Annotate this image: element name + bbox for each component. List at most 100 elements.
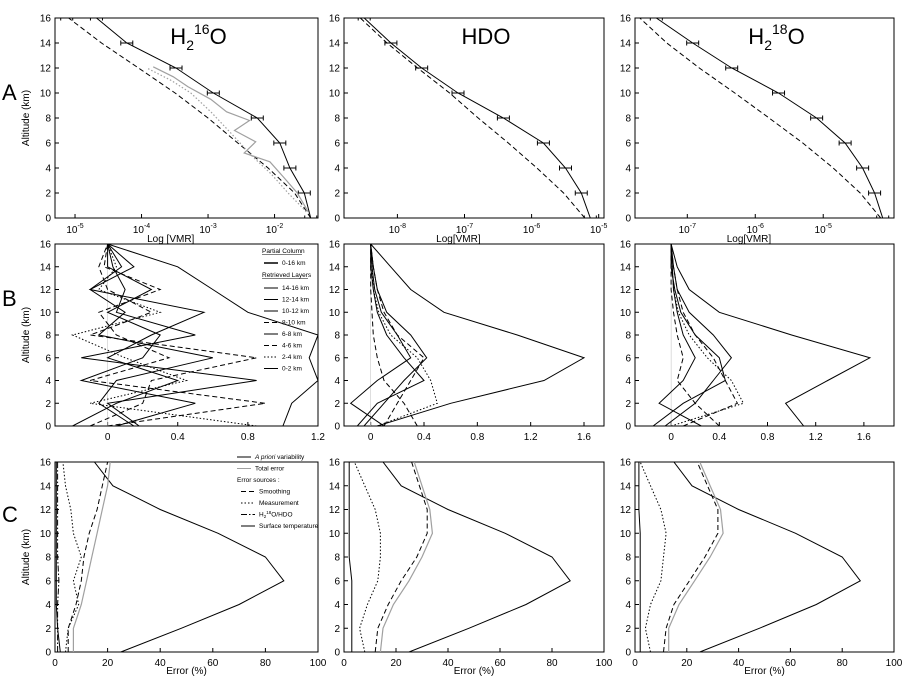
y-tick-label: 16 <box>620 458 632 469</box>
y-tick-label: 14 <box>329 481 341 492</box>
y-tick-label: 10 <box>329 89 341 100</box>
x-tick-label: 80 <box>260 658 272 669</box>
x-tick-label: 0 <box>668 432 674 443</box>
x-tick-label: 10-7 <box>679 223 696 236</box>
x-tick-label: 1.2 <box>311 432 325 443</box>
y-tick-label: 8 <box>625 114 631 125</box>
y-tick-label: 8 <box>45 331 51 342</box>
y-tick-label: 2 <box>334 624 340 635</box>
y-tick-label: 0 <box>334 214 340 225</box>
y-tick-label: 0 <box>45 648 51 659</box>
series-group <box>70 244 318 426</box>
series-line-4 <box>146 67 307 213</box>
y-tick-label: 2 <box>45 624 51 635</box>
y-tick-label: 2 <box>45 189 51 200</box>
series-line-1 <box>382 462 571 652</box>
series-line-1 <box>94 462 285 652</box>
panel-c2: 0 2 4 6 8 10 12 14 16 0 20 40 60 80 100 Error (%) <box>329 458 613 678</box>
series-line-6 <box>370 244 418 426</box>
y-tick-label: 14 <box>40 39 52 50</box>
y-tick-label: 4 <box>45 376 51 387</box>
legend: A priori variability Total error Error sou… <box>237 454 319 530</box>
x-tick-label: 10-8 <box>389 223 406 236</box>
y-tick-label: 0 <box>625 422 631 433</box>
x-tick-label: 100 <box>886 658 903 669</box>
x-tick-label: 0 <box>632 658 638 669</box>
x-tick-label: 10-2 <box>266 223 283 236</box>
y-tick-label: 6 <box>45 139 51 150</box>
legend-label: Total error <box>255 466 285 473</box>
series-line-8 <box>89 244 213 426</box>
panel-a2: 0 2 4 6 8 10 12 14 16 10-8 10-7 10-6 10-5 HDO Log[VMR] <box>329 14 608 246</box>
y-tick-label: 6 <box>625 353 631 364</box>
series-line-2 <box>72 462 111 652</box>
legend-label: 4-6 km <box>282 343 302 350</box>
x-tick-label: 60 <box>785 658 797 669</box>
panel-c3: 0 2 4 6 8 10 12 14 16 0 20 40 60 80 100 Error (%) <box>620 458 903 678</box>
y-tick-label: 4 <box>334 600 340 611</box>
legend-label: Measurement <box>259 500 299 507</box>
panel-a1: 0 2 4 6 8 10 12 14 16 10-5 10-4 10-3 10-2 H216O Log [V… <box>21 14 319 245</box>
legend-label: 0-2 km <box>282 366 302 373</box>
y-tick-label: 6 <box>334 576 340 587</box>
y-axis-label: Altitude (km) <box>21 307 32 363</box>
y-tick-label: 4 <box>45 600 51 611</box>
y-tick-label: 12 <box>329 64 341 75</box>
y-tick-label: 8 <box>334 114 340 125</box>
series-line-1 <box>670 244 872 426</box>
y-tick-label: 16 <box>620 240 632 251</box>
x-tick-label: 0 <box>105 432 111 443</box>
legend-label: 10-12 km <box>282 308 309 315</box>
series-line-6 <box>55 462 61 652</box>
series-line-4 <box>370 244 438 426</box>
legend-label: Surface temperature <box>259 523 319 530</box>
y-tick-label: 0 <box>625 214 631 225</box>
legend-label: H218O/HDO <box>259 510 293 519</box>
series-line-3 <box>670 244 739 426</box>
series-line-5 <box>348 462 353 652</box>
x-tick-label: 40 <box>155 658 167 669</box>
legend-label: 0-16 km <box>282 260 305 267</box>
series-line-7 <box>89 244 266 426</box>
x-tick-label: 1.6 <box>577 432 591 443</box>
y-tick-label: 12 <box>40 505 52 516</box>
x-tick-label: 10-5 <box>66 223 83 236</box>
y-tick-label: 10 <box>620 529 632 540</box>
series-group <box>652 244 872 426</box>
x-tick-label: 0.8 <box>470 432 484 443</box>
y-axis-label: Altitude (km) <box>21 90 32 146</box>
y-tick-label: 14 <box>620 39 632 50</box>
legend-label: Smoothing <box>259 489 290 496</box>
panel-a3: 0 2 4 6 8 10 12 14 16 10-7 10-6 10-5 H218O Log[VMR] <box>620 14 895 245</box>
y-tick-label: 6 <box>45 353 51 364</box>
series-line-6 <box>72 244 206 426</box>
y-tick-label: 2 <box>625 624 631 635</box>
y-tick-label: 12 <box>620 505 632 516</box>
x-tick-label: 0 <box>368 432 374 443</box>
y-tick-label: 4 <box>45 164 51 175</box>
y-tick-label: 14 <box>329 262 341 273</box>
series-group <box>55 462 285 652</box>
y-tick-label: 10 <box>620 308 632 319</box>
series-line-2 <box>639 18 882 218</box>
x-tick-label: 0 <box>52 658 58 669</box>
y-axis-label: Altitude (km) <box>21 529 32 585</box>
y-tick-label: 10 <box>329 308 341 319</box>
x-tick-label: 0.4 <box>417 432 431 443</box>
y-tick-label: 12 <box>40 64 52 75</box>
x-tick-label: 20 <box>681 658 693 669</box>
y-tick-label: 10 <box>40 529 52 540</box>
x-tick-label: 40 <box>733 658 745 669</box>
x-tick-label: 10-5 <box>815 223 832 236</box>
y-tick-label: 8 <box>625 331 631 342</box>
x-tick-label: 10-7 <box>456 223 473 236</box>
plot-frame <box>343 461 605 653</box>
x-axis-label: Error (%) <box>744 666 785 677</box>
y-tick-label: 2 <box>625 399 631 410</box>
y-tick-label: 0 <box>625 648 631 659</box>
series-line-2 <box>379 462 434 652</box>
x-tick-label: 20 <box>390 658 402 669</box>
y-tick-label: 2 <box>45 399 51 410</box>
y-tick-label: 2 <box>334 399 340 410</box>
